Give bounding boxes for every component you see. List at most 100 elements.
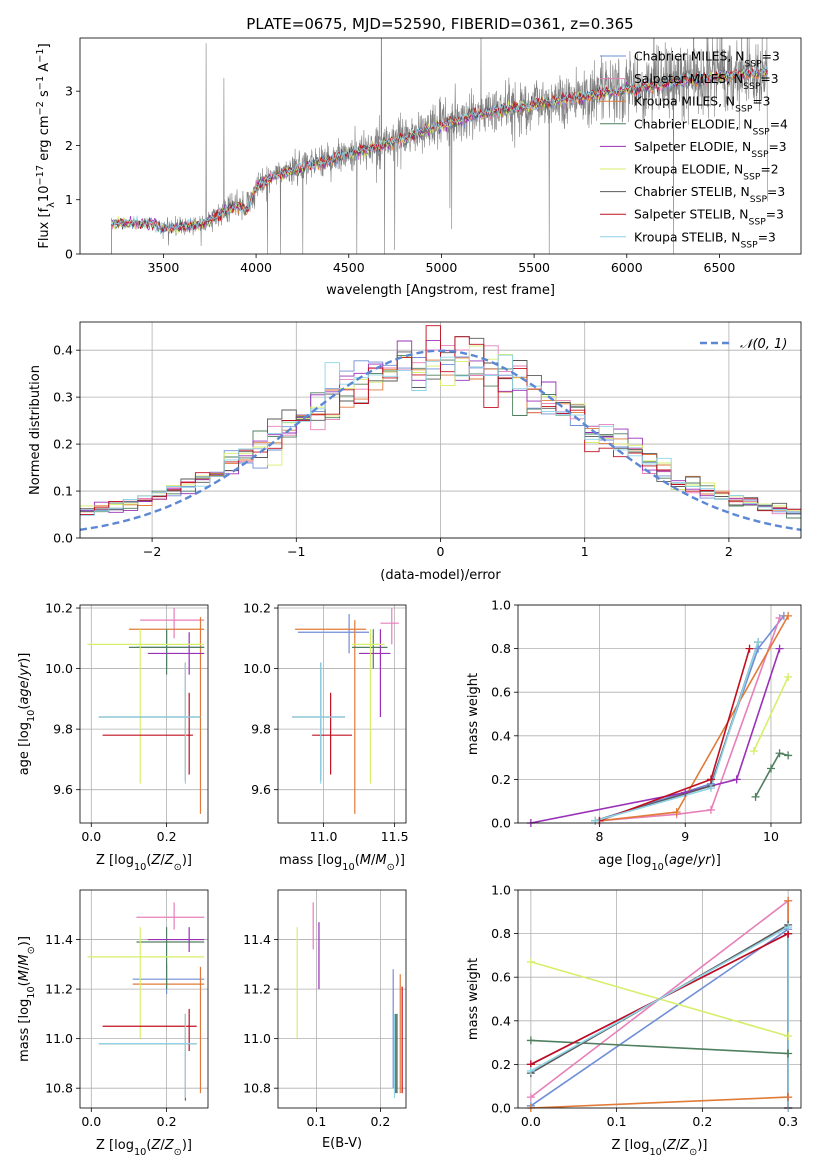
legend-label-chabrier-stelib: Chabrier STELIB, NSSP=3 [634, 185, 785, 205]
legend-label-kroupa-elodie: Kroupa ELODIE, NSSP=2 [634, 163, 779, 183]
y-tick-label: 1 [65, 192, 73, 207]
x-tick-label: 0 [437, 544, 445, 559]
x-tick-label: 0.3 [778, 1114, 798, 1129]
weight-marker-salpeter-elodie [775, 644, 784, 653]
weight-marker-chabrier-elodie [766, 764, 775, 773]
weight-marker-chabrier-elodie [775, 749, 784, 758]
x-tick-label: 0.2 [157, 1114, 177, 1129]
y-tick-label: 3 [65, 84, 73, 99]
legend-label-chabrier-miles: Chabrier MILES, NSSP=3 [634, 50, 780, 70]
y-tick-label: 0.0 [491, 1101, 511, 1116]
weight-line-chabrier-miles [530, 927, 789, 1107]
x-tick-label: 0.1 [306, 1114, 326, 1129]
axes-frame [79, 37, 802, 255]
mass-ebv-x-label: E(B-V) [322, 1136, 362, 1151]
mw-age-y-label: mass weight [466, 673, 481, 755]
weight-marker-chabrier-elodie [784, 751, 793, 760]
y-tick-label: 0.6 [491, 685, 511, 700]
residual-y-label: Normed distribution [28, 365, 43, 495]
weight-marker-kroupa-stelib [754, 638, 763, 647]
plot-area [87, 608, 205, 814]
y-tick-label: 11.4 [243, 932, 271, 947]
weight-marker-chabrier-elodie [526, 1036, 535, 1045]
x-tick-label: 6000 [611, 260, 643, 275]
legend-label-normal: 𝒩(0, 1) [740, 337, 787, 352]
age-vs-metallicity-plot: 0.0 0.2 9.6 9.8 10.0 10.2 Z [log10(Z/Z⊙)] age [… [17, 601, 209, 873]
y-tick-label: 0.2 [53, 437, 73, 452]
y-tick-label: 0.0 [53, 531, 73, 546]
axes-frame [79, 321, 802, 539]
weight-marker-salpeter-miles [706, 805, 715, 814]
legend-label-salpeter-stelib: Salpeter STELIB, NSSP=3 [634, 208, 784, 228]
residual-x-label: (data-model)/error [380, 568, 501, 583]
y-tick-label: 0.4 [491, 1013, 511, 1028]
x-tick-label: 0.1 [607, 1114, 627, 1129]
weight-marker-chabrier-elodie [751, 792, 760, 801]
weight-marker-kroupa-stelib [526, 1066, 535, 1075]
y-tick-label: 11.0 [243, 1031, 271, 1046]
y-tick-label: 1.0 [491, 883, 511, 898]
y-tick-label: 0.2 [491, 1057, 511, 1072]
plot-area [530, 899, 789, 1108]
x-tick-label: 0.2 [157, 829, 177, 844]
mass-z-y-label: mass [log10(M/M⊙)] [17, 936, 37, 1062]
mass-vs-metallicity-plot: 0.0 0.2 10.8 11.0 11.2 11.4 Z [log10(Z/Z⊙)] mas… [17, 889, 209, 1158]
legend-label-salpeter-miles: Salpeter MILES, NSSP=3 [634, 72, 779, 92]
plot-area [111, 38, 768, 254]
weight-marker-kroupa-stelib [784, 923, 793, 932]
mass-vs-ebv-plot: 0.1 0.2 10.8 11.0 11.2 11.4 E(B-V) [243, 889, 407, 1151]
weight-marker-kroupa-miles [672, 808, 681, 817]
mass-weight-vs-age-plot: 8 9 10 0.0 0.2 0.4 0.6 0.8 1.0 age [log10(age/yr)… [466, 598, 802, 873]
y-tick-label: 10.2 [45, 601, 73, 616]
y-tick-label: 11.0 [45, 1031, 73, 1046]
histogram-kroupa-stelib [80, 354, 801, 538]
weight-marker-kroupa-stelib [706, 784, 715, 793]
x-tick-label: 0.2 [692, 1114, 712, 1129]
weight-marker-salpeter-stelib [745, 644, 754, 653]
x-tick-label: 8 [595, 829, 603, 844]
y-tick-label: 0.8 [491, 926, 511, 941]
age-z-y-label: age [log10(age/yr)] [17, 653, 37, 776]
y-tick-label: 0.1 [53, 484, 73, 499]
residual-legend: 𝒩(0, 1) [700, 337, 787, 352]
x-tick-label: 0.0 [521, 1114, 541, 1129]
x-tick-label: 11.0 [310, 829, 338, 844]
x-tick-label: 6500 [704, 260, 736, 275]
y-tick-label: 11.4 [45, 932, 73, 947]
weight-marker-kroupa-elodie [526, 957, 535, 966]
axes-frame [79, 604, 209, 824]
observed-spectrum-line [111, 38, 768, 254]
x-tick-label: 0.0 [81, 1114, 101, 1129]
x-tick-label: 4000 [240, 260, 272, 275]
weight-marker-kroupa-elodie [784, 1032, 793, 1041]
weight-marker-salpeter-miles [775, 614, 784, 623]
normal-distribution-curve [80, 349, 801, 531]
axes-frame [277, 889, 407, 1109]
x-tick-label: 3500 [147, 260, 179, 275]
weight-marker-salpeter-elodie [732, 775, 741, 784]
plot-area [292, 608, 399, 814]
mass-z-x-label: Z [log10(Z/Z⊙)] [96, 1138, 192, 1158]
x-tick-label: 2 [725, 544, 733, 559]
weight-line-kroupa-elodie [753, 676, 789, 752]
legend-label-salpeter-elodie: Salpeter ELODIE, NSSP=3 [634, 140, 787, 160]
axes-frame [517, 604, 802, 824]
weight-marker-kroupa-miles [784, 1093, 793, 1102]
x-tick-label: 5000 [426, 260, 458, 275]
spectrum-x-label: wavelength [Angstrom, rest frame] [326, 283, 555, 298]
spectrum-y-label: Flux [fλ10−17 erg cm−2 s−1 A−1] [35, 43, 57, 248]
legend-label-kroupa-miles: Kroupa MILES, NSSP=3 [634, 95, 771, 115]
plot-area [80, 325, 801, 538]
mw-z-y-label: mass weight [466, 958, 481, 1040]
weight-marker-kroupa-miles [784, 611, 793, 620]
y-tick-label: 10.8 [45, 1081, 73, 1096]
x-tick-label: 11.5 [381, 829, 409, 844]
mass-weight-vs-metallicity-plot: 0.0 0.1 0.2 0.3 0.0 0.2 0.4 0.6 0.8 1.0 Z [log10(Z… [466, 883, 802, 1158]
legend-label-kroupa-stelib: Kroupa STELIB, NSSP=3 [634, 230, 776, 250]
weight-marker-salpeter-miles [526, 1093, 535, 1102]
y-tick-label: 0.8 [491, 641, 511, 656]
y-tick-label: 10.0 [45, 661, 73, 676]
x-tick-label: −2 [143, 544, 161, 559]
model-spectrum-kroupa-stelib [111, 65, 768, 234]
weight-marker-kroupa-elodie [784, 672, 793, 681]
